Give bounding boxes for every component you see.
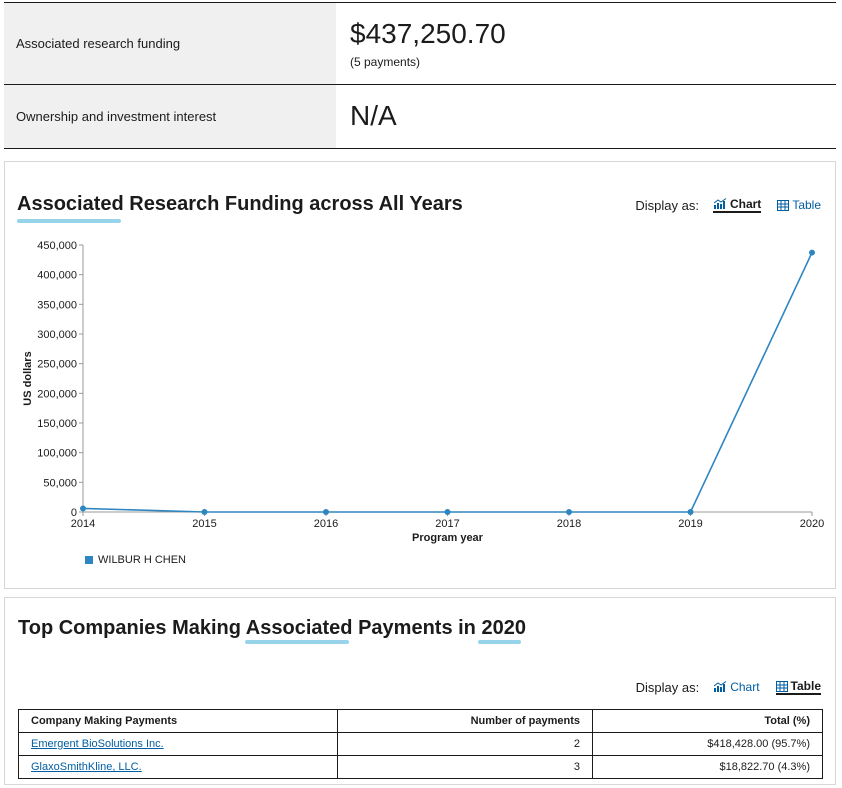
y-axis-title: US dollars [22, 351, 34, 405]
companies-table: Company Making Payments Number of paymen… [18, 709, 823, 779]
ownership-value: N/A [350, 100, 397, 132]
table-toggle-label: Table [790, 679, 821, 693]
legend-label: WILBUR H CHEN [98, 554, 187, 566]
y-tick-label: 350,000 [37, 299, 77, 311]
y-tick-label: 300,000 [37, 329, 77, 341]
chart-legend: WILBUR H CHEN [85, 554, 186, 566]
chart-view-toggle[interactable]: Chart [713, 680, 760, 694]
x-tick-label: 2017 [435, 518, 459, 530]
chart-icon [713, 681, 727, 692]
company-cell: Emergent BioSolutions Inc. [18, 732, 338, 756]
chart-panel-title: Associated Research Funding across All Y… [17, 193, 463, 215]
x-tick-label: 2020 [800, 518, 824, 530]
total-cell: $18,822.70 (4.3%) [592, 755, 823, 779]
funding-row: Associated research funding $437,250.70 … [4, 3, 836, 85]
company-link[interactable]: Emergent BioSolutions Inc. [31, 738, 164, 750]
column-header-company[interactable]: Company Making Payments [18, 709, 338, 733]
y-tick-label: 400,000 [37, 270, 77, 282]
payments-cell: 3 [337, 755, 593, 779]
legend-swatch [85, 556, 93, 564]
chart-icon [713, 198, 727, 209]
title-year: 2020 [481, 617, 526, 639]
top-companies-panel: Top Companies Making Associated Payments… [4, 597, 836, 785]
company-link[interactable]: GlaxoSmithKline, LLC. [31, 761, 142, 773]
title-underline [17, 219, 121, 223]
chart-view-toggle[interactable]: Chart [712, 197, 762, 213]
funding-payment-count: (5 payments) [350, 54, 421, 69]
funding-value-cell: $437,250.70 (5 payments) [336, 3, 836, 84]
funding-summary: Associated research funding $437,250.70 … [4, 2, 836, 149]
display-as-label: Display as: [635, 197, 699, 213]
title-underline [478, 640, 521, 644]
table-row: Emergent BioSolutions Inc. 2 $418,428.00… [18, 732, 823, 756]
company-cell: GlaxoSmithKline, LLC. [18, 755, 338, 779]
x-tick-label: 2014 [71, 518, 95, 530]
y-tick-label: 250,000 [37, 359, 77, 371]
title-part: Top Companies Making [18, 617, 246, 639]
table-icon [777, 199, 790, 211]
data-point [323, 509, 329, 515]
x-tick-label: 2018 [557, 518, 581, 530]
x-tick-label: 2019 [678, 518, 702, 530]
x-tick-label: 2015 [192, 518, 216, 530]
table-display-toggle: Display as: Chart Table [636, 679, 821, 695]
table-view-toggle[interactable]: Table [775, 679, 821, 695]
y-tick-label: 200,000 [37, 388, 77, 400]
data-point [566, 509, 572, 515]
data-point [201, 509, 208, 515]
series-line [82, 252, 813, 513]
ownership-value-cell: N/A [336, 85, 836, 148]
table-icon [775, 680, 788, 692]
title-part: Associated [245, 617, 353, 639]
total-cell: $418,428.00 (95.7%) [592, 732, 823, 756]
companies-panel-title: Top Companies Making Associated Payments… [18, 617, 526, 640]
data-point [80, 505, 86, 512]
chart-display-toggle: Display as: Chart Table [635, 197, 821, 213]
y-tick-label: 150,000 [37, 418, 77, 430]
table-view-toggle[interactable]: Table [777, 198, 821, 212]
table-row: GlaxoSmithKline, LLC. 3 $18,822.70 (4.3%… [18, 755, 823, 779]
title-underline [245, 640, 349, 644]
y-tick-label: 0 [71, 507, 77, 519]
table-toggle-label: Table [792, 198, 821, 212]
y-tick-label: 450,000 [37, 240, 77, 252]
y-tick-label: 50,000 [43, 477, 77, 489]
table-header-row: Company Making Payments Number of paymen… [18, 709, 823, 733]
funding-total: $437,250.70 [350, 18, 506, 50]
display-as-label: Display as: [635, 679, 700, 695]
chart-toggle-label: Chart [730, 680, 760, 694]
funding-label: Associated research funding [4, 3, 336, 84]
ownership-label: Ownership and investment interest [4, 85, 336, 148]
chart-toggle-label: Chart [729, 197, 762, 211]
data-point [444, 509, 451, 515]
funding-line-chart: 0 50,000 100,000 150,000 200,000 250,000 300,0… [22, 240, 824, 544]
funding-chart-panel: Associated Research Funding across All Y… [4, 161, 836, 589]
column-header-total[interactable]: Total (%) [592, 709, 823, 733]
title-part: Payments in [352, 617, 482, 639]
ownership-row: Ownership and investment interest N/A [4, 85, 836, 149]
data-point [809, 249, 815, 256]
payments-cell: 2 [337, 732, 593, 756]
y-tick-label: 100,000 [37, 448, 77, 460]
column-header-payments[interactable]: Number of payments [337, 709, 593, 733]
data-point [687, 509, 694, 515]
x-axis-title: Program year [412, 532, 484, 544]
x-tick-label: 2016 [314, 518, 338, 530]
